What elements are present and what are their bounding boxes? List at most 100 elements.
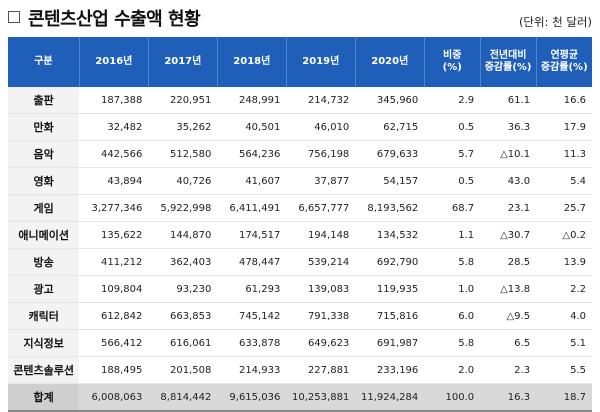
- value-cell: 691,987: [355, 329, 425, 357]
- header-cell: 2016년: [79, 37, 149, 87]
- value-cell: 188,495: [79, 356, 149, 384]
- value-cell: 54,157: [355, 167, 425, 195]
- total-row: 합계 6,008,063 8,814,442 9,615,036 10,253,881 1…: [8, 383, 592, 412]
- value-cell: 5.7: [424, 140, 481, 168]
- value-cell: △30.7: [480, 221, 537, 249]
- table-row: 캐릭터 612,842 663,853 745,142 791,338 715,816 6.…: [8, 302, 592, 330]
- header-cell: 연평균 증감률(%): [536, 37, 592, 87]
- value-cell: 5,922,998: [148, 194, 218, 222]
- value-cell: △9.5: [480, 302, 537, 330]
- value-cell: 745,142: [217, 302, 287, 330]
- value-cell: 43.0: [480, 167, 537, 195]
- table-row: 방송 411,212 362,403 478,447 539,214 692,790 5.8…: [8, 248, 592, 276]
- value-cell: 16.3: [480, 383, 537, 412]
- value-cell: 9,615,036: [217, 383, 287, 412]
- value-cell: 679,633: [355, 140, 425, 168]
- value-cell: 649,623: [286, 329, 356, 357]
- value-cell: 2.9: [424, 87, 481, 114]
- value-cell: 3,277,346: [79, 194, 149, 222]
- value-cell: 2.0: [424, 356, 481, 384]
- value-cell: 6.5: [480, 329, 537, 357]
- value-cell: 663,853: [148, 302, 218, 330]
- value-cell: 1.0: [424, 275, 481, 303]
- value-cell: 6.0: [424, 302, 481, 330]
- category-cell: 지식정보: [8, 329, 80, 357]
- table-row: 출판 187,388 220,951 248,991 214,732 345,960 2.9…: [8, 87, 592, 114]
- value-cell: 8,193,562: [355, 194, 425, 222]
- value-cell: 233,196: [355, 356, 425, 384]
- table-header: 구분 2016년 2017년 2018년 2019년 2020년 비중 (%) 전년대비 증감률(…: [8, 37, 592, 87]
- value-cell: 119,935: [355, 275, 425, 303]
- value-cell: 612,842: [79, 302, 149, 330]
- category-cell: 광고: [8, 275, 80, 303]
- header-cell: 비중 (%): [424, 37, 481, 87]
- header-cell: 2020년: [355, 37, 425, 87]
- value-cell: 564,236: [217, 140, 287, 168]
- value-cell: 0.5: [424, 113, 481, 141]
- value-cell: 40,501: [217, 113, 287, 141]
- value-cell: 214,933: [217, 356, 287, 384]
- value-cell: △0.2: [536, 221, 592, 249]
- value-cell: 11.3: [536, 140, 592, 168]
- export-table-container: 구분 2016년 2017년 2018년 2019년 2020년 비중 (%) 전년대비 증감률(…: [8, 37, 592, 412]
- category-cell: 애니메이션: [8, 221, 80, 249]
- value-cell: 5.8: [424, 248, 481, 276]
- value-cell: 227,881: [286, 356, 356, 384]
- table-body: 출판 187,388 220,951 248,991 214,732 345,960 2.9…: [8, 87, 592, 412]
- value-cell: △13.8: [480, 275, 537, 303]
- value-cell: 134,532: [355, 221, 425, 249]
- value-cell: 174,517: [217, 221, 287, 249]
- value-cell: 5.4: [536, 167, 592, 195]
- value-cell: 201,508: [148, 356, 218, 384]
- header-cell: 전년대비 증감률(%): [480, 37, 537, 87]
- value-cell: 37,877: [286, 167, 356, 195]
- value-cell: 36.3: [480, 113, 537, 141]
- value-cell: 345,960: [355, 87, 425, 114]
- value-cell: 566,412: [79, 329, 149, 357]
- value-cell: 756,198: [286, 140, 356, 168]
- value-cell: 100.0: [424, 383, 481, 412]
- table-row: 게임 3,277,346 5,922,998 6,411,491 6,657,777 8,…: [8, 194, 592, 222]
- value-cell: 5.1: [536, 329, 592, 357]
- value-cell: 791,338: [286, 302, 356, 330]
- value-cell: 616,061: [148, 329, 218, 357]
- value-cell: 8,814,442: [148, 383, 218, 412]
- value-cell: 6,411,491: [217, 194, 287, 222]
- value-cell: 6,657,777: [286, 194, 356, 222]
- value-cell: 62,715: [355, 113, 425, 141]
- value-cell: 23.1: [480, 194, 537, 222]
- value-cell: 1.1: [424, 221, 481, 249]
- unit-note: (단위: 천 달러): [518, 15, 592, 29]
- category-cell: 콘텐츠솔루션: [8, 356, 80, 384]
- category-cell: 음악: [8, 140, 80, 168]
- value-cell: 633,878: [217, 329, 287, 357]
- value-cell: 25.7: [536, 194, 592, 222]
- table-row: 애니메이션 135,622 144,870 174,517 194,148 134,532…: [8, 221, 592, 249]
- export-table: 구분 2016년 2017년 2018년 2019년 2020년 비중 (%) 전년대비 증감률(…: [8, 37, 592, 412]
- value-cell: 692,790: [355, 248, 425, 276]
- header-cell: 2018년: [217, 37, 287, 87]
- header-cell: 구분: [8, 37, 80, 87]
- value-cell: 5.5: [536, 356, 592, 384]
- value-cell: 6,008,063: [79, 383, 149, 412]
- header-row: 구분 2016년 2017년 2018년 2019년 2020년 비중 (%) 전년대비 증감률(…: [8, 37, 592, 87]
- value-cell: 442,566: [79, 140, 149, 168]
- category-cell: 방송: [8, 248, 80, 276]
- value-cell: 11,924,284: [355, 383, 425, 412]
- value-cell: 109,804: [79, 275, 149, 303]
- category-cell: 합계: [8, 383, 80, 412]
- value-cell: 4.0: [536, 302, 592, 330]
- category-cell: 캐릭터: [8, 302, 80, 330]
- value-cell: 2.2: [536, 275, 592, 303]
- value-cell: 28.5: [480, 248, 537, 276]
- value-cell: 139,083: [286, 275, 356, 303]
- value-cell: 46,010: [286, 113, 356, 141]
- value-cell: 68.7: [424, 194, 481, 222]
- value-cell: 93,230: [148, 275, 218, 303]
- value-cell: 214,732: [286, 87, 356, 114]
- value-cell: 194,148: [286, 221, 356, 249]
- value-cell: 16.6: [536, 87, 592, 114]
- value-cell: 61,293: [217, 275, 287, 303]
- value-cell: △10.1: [480, 140, 537, 168]
- value-cell: 32,482: [79, 113, 149, 141]
